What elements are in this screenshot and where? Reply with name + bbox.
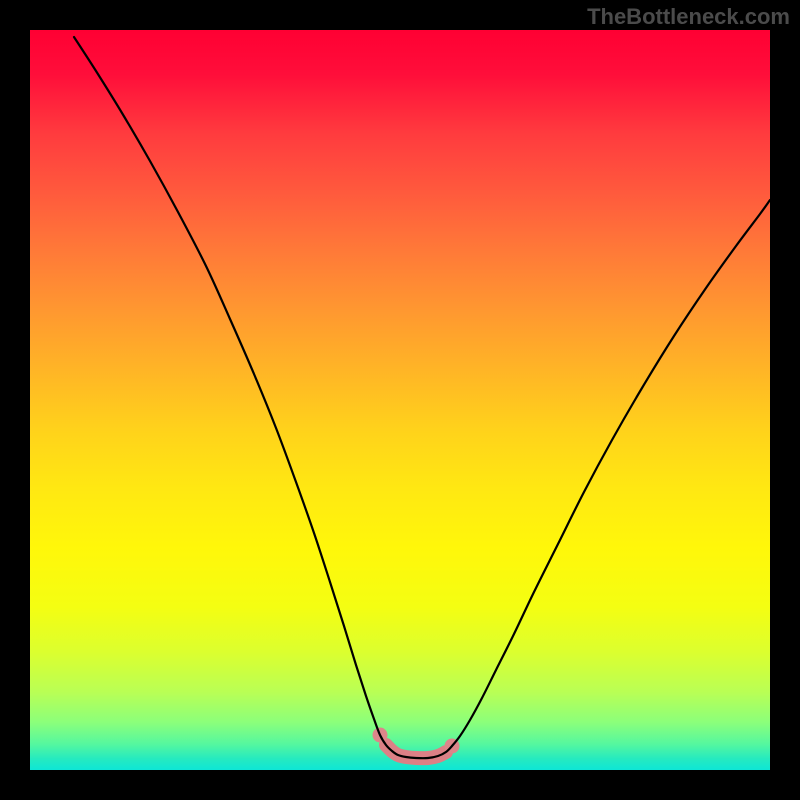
chart-plot-area [30,30,770,770]
watermark-text: TheBottleneck.com [587,4,790,30]
